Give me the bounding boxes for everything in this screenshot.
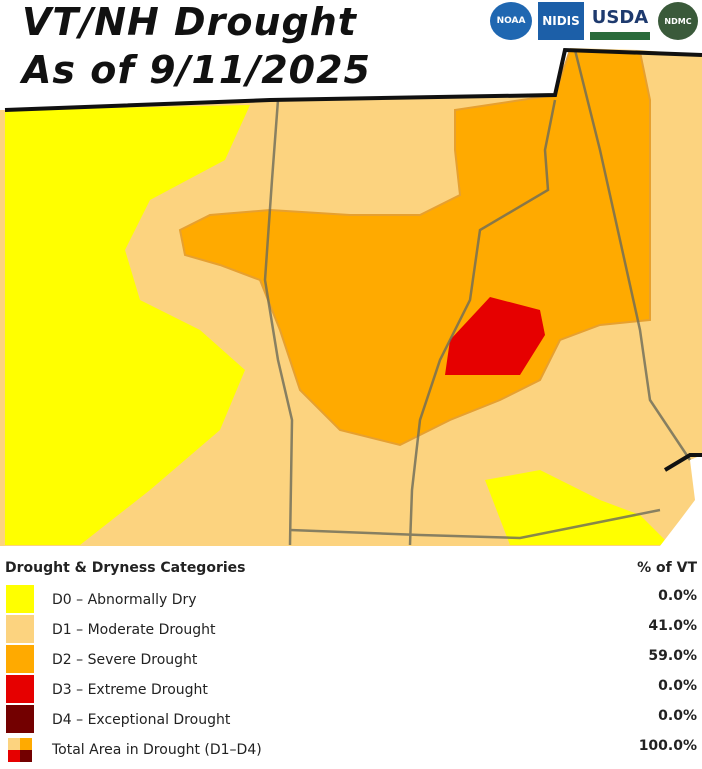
- legend-percent: 59.0%: [648, 648, 697, 664]
- d0-area: [485, 470, 670, 545]
- legend-label: Total Area in Drought (D1–D4): [52, 742, 262, 758]
- legend-swatch: [6, 615, 34, 643]
- column-header: % of VT: [637, 560, 697, 576]
- legend-row: D4 – Exceptional Drought 0.0%: [0, 705, 702, 735]
- legend-title: Drought & Dryness Categories: [5, 560, 246, 576]
- legend-percent: 0.0%: [658, 708, 697, 724]
- title: VT/NH Drought: [22, 0, 357, 44]
- border: [4, 47, 702, 112]
- legend-label: D4 – Exceptional Drought: [52, 712, 231, 728]
- logo: NOAA: [490, 2, 532, 40]
- legend-label: D3 – Extreme Drought: [52, 682, 208, 698]
- total-icon: [8, 738, 32, 762]
- legend-row: D2 – Severe Drought 59.0%: [0, 645, 702, 675]
- legend-row: D3 – Extreme Drought 0.0%: [0, 675, 702, 705]
- drought-map: [0, 0, 702, 546]
- state-borders: [263, 49, 692, 546]
- d3-area: [445, 297, 545, 375]
- legend-swatch: [6, 645, 34, 673]
- coast: [663, 453, 702, 472]
- logo: NIDIS: [538, 2, 584, 40]
- border: [573, 49, 692, 461]
- legend-percent: 100.0%: [638, 738, 697, 754]
- ocean: [660, 455, 702, 546]
- border: [408, 99, 557, 546]
- logo: NDMC: [658, 2, 698, 40]
- legend-row: D0 – Abnormally Dry 0.0%: [0, 585, 702, 615]
- legend-row: Total Area in Drought (D1–D4) 100.0%: [0, 735, 702, 765]
- d0-area: [5, 105, 250, 545]
- legend-swatch: [6, 705, 34, 733]
- legend-label: D1 – Moderate Drought: [52, 622, 216, 638]
- legend-row: D1 – Moderate Drought 41.0%: [0, 615, 702, 645]
- border: [289, 508, 661, 540]
- title: As of 9/11/2025: [22, 48, 371, 92]
- legend-label: D0 – Abnormally Dry: [52, 592, 197, 608]
- legend-percent: 41.0%: [648, 618, 697, 634]
- legend-label: D2 – Severe Drought: [52, 652, 198, 668]
- legend-percent: 0.0%: [658, 588, 697, 604]
- legend-swatch: [6, 675, 34, 703]
- legend-swatch: [6, 585, 34, 613]
- logo: USDA: [590, 2, 650, 40]
- border: [263, 99, 294, 546]
- legend-percent: 0.0%: [658, 678, 697, 694]
